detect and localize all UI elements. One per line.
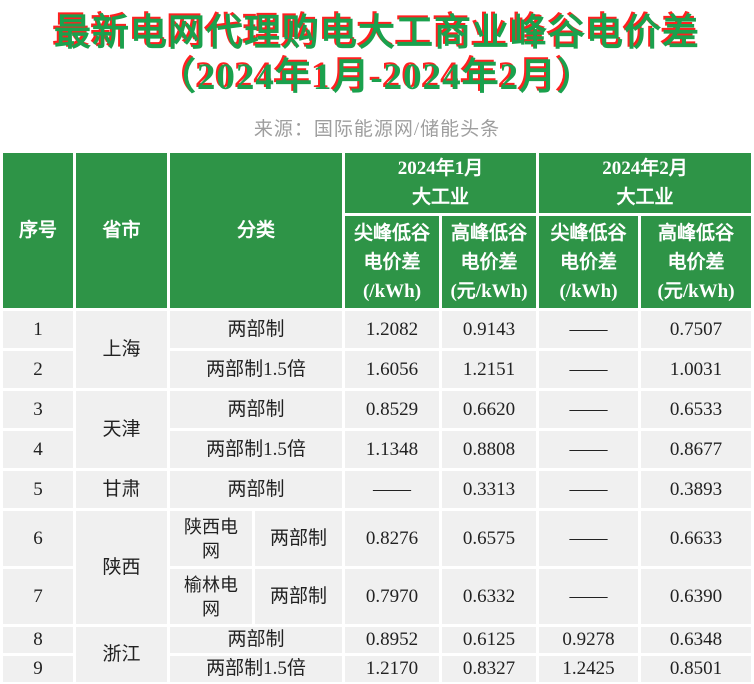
cell-seq: 8 xyxy=(3,627,73,653)
table-row: 1 上海 两部制 1.2082 0.9143 —— 0.7507 xyxy=(3,311,752,388)
cell-category: 两部制1.5倍 xyxy=(170,351,343,388)
cell-feb-high: 0.8677 xyxy=(641,431,752,468)
cell-seq: 3 xyxy=(3,391,73,428)
header-month-jan-industry: 大工业 xyxy=(412,187,470,208)
title-line-2: （2024年1月-2024年2月） xyxy=(158,57,596,98)
cell-feb-high: 0.7507 xyxy=(641,311,752,348)
cell-feb-sharp: —— xyxy=(539,511,639,566)
cell-jan-high: 0.6125 xyxy=(442,627,537,653)
cell-province: 浙江 xyxy=(76,627,167,682)
cell-jan-high: 0.9143 xyxy=(442,311,537,348)
cell-feb-high: 0.6633 xyxy=(641,511,752,566)
cell-jan-high: 0.3313 xyxy=(442,471,537,508)
cell-province: 上海 xyxy=(76,311,167,388)
cell-feb-sharp: —— xyxy=(539,351,639,388)
cell-seq: 5 xyxy=(3,471,73,508)
cell-province: 天津 xyxy=(76,391,167,468)
price-table: 序号 省市 分类 2024年1月 大工业 2024年2月 大工业 尖峰低谷 电价… xyxy=(0,150,754,684)
cell-jan-sharp: —— xyxy=(345,471,440,508)
table-row: 7 榆林电网 两部制 0.7970 0.6332 —— 0.6390 xyxy=(3,569,752,624)
cell-grid: 榆林电网 xyxy=(170,569,252,624)
header-row-months: 序号 省市 分类 2024年1月 大工业 2024年2月 大工业 xyxy=(3,153,752,308)
cell-jan-high: 1.2151 xyxy=(442,351,537,388)
cell-feb-sharp: —— xyxy=(539,311,639,348)
header-month-feb-industry: 大工业 xyxy=(616,187,674,208)
header-month-feb: 2024年2月 大工业 xyxy=(539,153,752,213)
cell-seq: 9 xyxy=(3,656,73,682)
table-row: 9 两部制1.5倍 1.2170 0.8327 1.2425 0.8501 xyxy=(3,656,752,682)
cell-feb-sharp: —— xyxy=(539,569,639,624)
subheader-feb-high-peak-valley: 高峰低谷 电价差 (元/kWh) xyxy=(641,216,752,308)
page-title: 最新电网代理购电大工商业峰谷电价差 （2024年1月-2024年2月） xyxy=(0,12,754,100)
cell-jan-high: 0.6620 xyxy=(442,391,537,428)
title-line-1: 最新电网代理购电大工商业峰谷电价差 xyxy=(54,13,700,54)
cell-jan-sharp: 1.2082 xyxy=(345,311,440,348)
cell-jan-high: 0.6332 xyxy=(442,569,537,624)
table-row: 2 两部制1.5倍 1.6056 1.2151 —— 1.0031 xyxy=(3,351,752,388)
cell-category: 两部制 xyxy=(170,471,343,508)
table-row: 6 陕西 陕西电网 两部制 0.8276 0.6575 —— 0.6633 xyxy=(3,511,752,624)
cell-feb-high: 0.3893 xyxy=(641,471,752,508)
header-category: 分类 xyxy=(170,153,343,308)
cell-jan-high: 0.8808 xyxy=(442,431,537,468)
cell-seq: 4 xyxy=(3,431,73,468)
cell-province: 甘肃 xyxy=(76,471,167,508)
source-caption: 来源：国际能源网/储能头条 xyxy=(253,119,501,140)
cell-category: 两部制 xyxy=(255,511,343,566)
cell-feb-sharp: —— xyxy=(539,391,639,428)
header-seq: 序号 xyxy=(3,153,73,308)
table-row: 5 甘肃 两部制 —— 0.3313 —— 0.3893 xyxy=(3,471,752,508)
cell-jan-sharp: 1.1348 xyxy=(345,431,440,468)
cell-feb-sharp: 0.9278 xyxy=(539,627,639,653)
cell-feb-sharp: —— xyxy=(539,431,639,468)
table-row: 4 两部制1.5倍 1.1348 0.8808 —— 0.8677 xyxy=(3,431,752,468)
cell-feb-sharp: —— xyxy=(539,471,639,508)
header-province: 省市 xyxy=(76,153,167,308)
cell-jan-sharp: 0.8952 xyxy=(345,627,440,653)
cell-feb-high: 0.6533 xyxy=(641,391,752,428)
cell-grid: 陕西电网 xyxy=(170,511,252,566)
cell-seq: 6 xyxy=(3,511,73,566)
cell-category: 两部制1.5倍 xyxy=(170,431,343,468)
cell-jan-sharp: 0.8276 xyxy=(345,511,440,566)
cell-category: 两部制 xyxy=(170,311,343,348)
cell-feb-high: 1.0031 xyxy=(641,351,752,388)
subheader-feb-sharp-peak-valley: 尖峰低谷 电价差 (/kWh) xyxy=(539,216,639,308)
table-row: 3 天津 两部制 0.8529 0.6620 —— 0.6533 xyxy=(3,391,752,468)
cell-seq: 1 xyxy=(3,311,73,348)
cell-feb-high: 0.6390 xyxy=(641,569,752,624)
header-month-jan: 2024年1月 大工业 xyxy=(345,153,537,213)
header-month-jan-label: 2024年1月 xyxy=(397,158,484,179)
cell-jan-sharp: 0.8529 xyxy=(345,391,440,428)
subheader-jan-high-peak-valley: 高峰低谷 电价差 (元/kWh) xyxy=(442,216,537,308)
cell-jan-sharp: 1.6056 xyxy=(345,351,440,388)
cell-category: 两部制 xyxy=(255,569,343,624)
cell-seq: 7 xyxy=(3,569,73,624)
cell-feb-high: 0.6348 xyxy=(641,627,752,653)
cell-category: 两部制 xyxy=(170,627,343,653)
cell-jan-sharp: 1.2170 xyxy=(345,656,440,682)
table-row: 8 浙江 两部制 0.8952 0.6125 0.9278 0.6348 xyxy=(3,627,752,682)
header-month-feb-label: 2024年2月 xyxy=(602,158,688,179)
cell-category: 两部制 xyxy=(170,391,343,428)
cell-category: 两部制1.5倍 xyxy=(170,656,343,682)
cell-jan-high: 0.8327 xyxy=(442,656,537,682)
header-row-measures: 尖峰低谷 电价差 (/kWh) 高峰低谷 电价差 (元/kWh) 尖峰低谷 电价… xyxy=(3,216,752,308)
cell-seq: 2 xyxy=(3,351,73,388)
cell-jan-high: 0.6575 xyxy=(442,511,537,566)
cell-province: 陕西 xyxy=(76,511,167,624)
cell-jan-sharp: 0.7970 xyxy=(345,569,440,624)
subheader-jan-sharp-peak-valley: 尖峰低谷 电价差 (/kWh) xyxy=(345,216,440,308)
cell-feb-high: 0.8501 xyxy=(641,656,752,682)
cell-feb-sharp: 1.2425 xyxy=(539,656,639,682)
